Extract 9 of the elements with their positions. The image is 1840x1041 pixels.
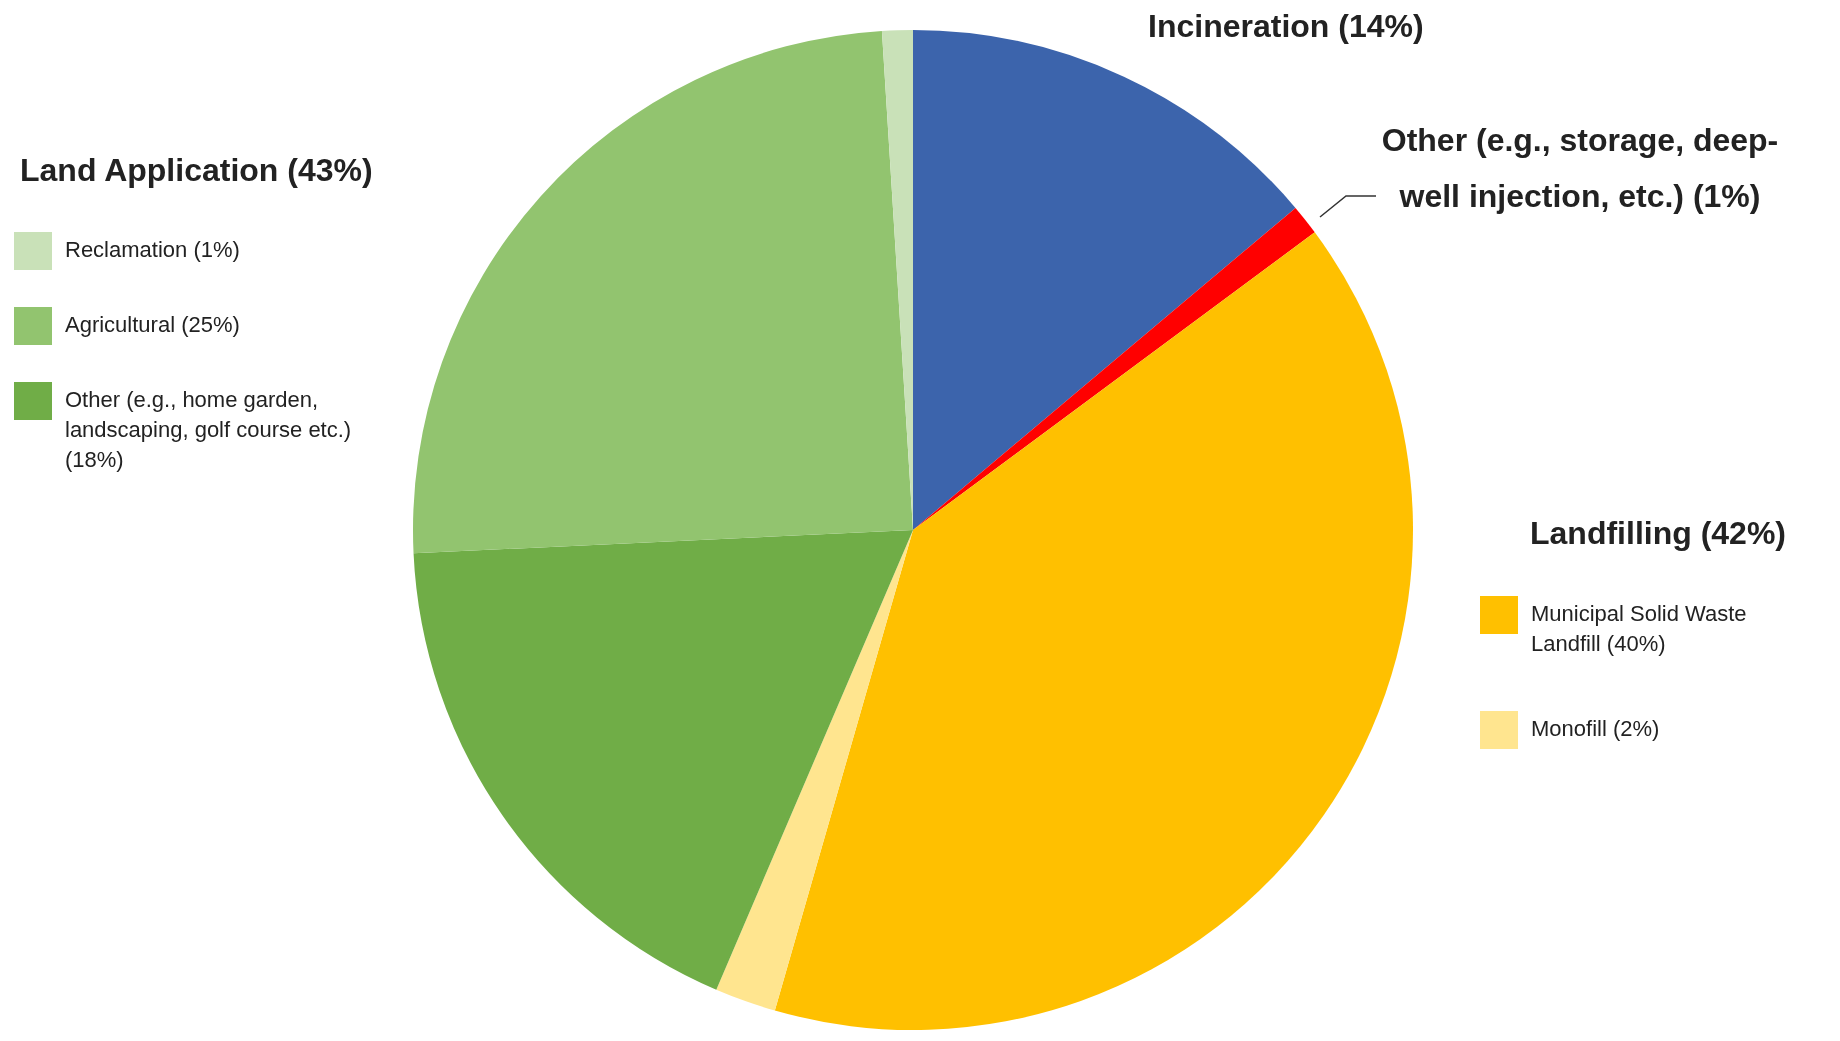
slice-label: Incineration (14%) — [1148, 8, 1424, 45]
legend-label: Monofill (2%) — [1531, 715, 1661, 743]
text: Land Application (43%) — [20, 152, 373, 189]
legend-label: Reclamation (1%) — [65, 236, 241, 264]
legend-label: Agricultural (25%) — [65, 311, 241, 339]
legend-label: Other (e.g., home garden, landscaping, golf course etc.) (18%) — [65, 386, 353, 474]
slice-label: Other (e.g., storage, deep-well injection, etc.) (1%) — [1380, 121, 1780, 216]
legend-label: Municipal Solid Waste Landfill (40%) — [1531, 600, 1748, 658]
text: Landfilling (42%) — [1530, 515, 1786, 552]
